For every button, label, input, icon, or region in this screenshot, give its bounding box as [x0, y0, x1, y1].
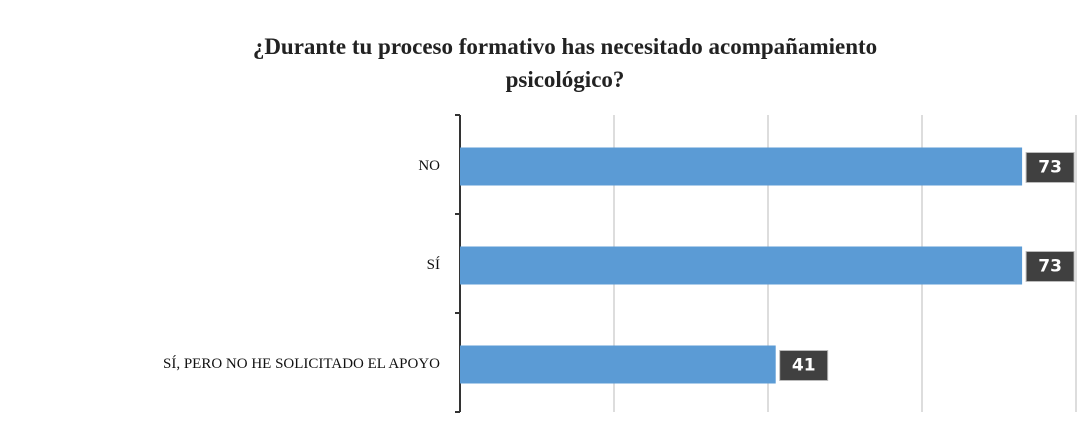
bar — [460, 147, 1023, 186]
y-tick-label: SÍ — [427, 256, 440, 273]
bar — [460, 246, 1023, 285]
value-label: 73 — [1038, 257, 1062, 277]
value-label-box — [1025, 152, 1075, 183]
y-tick-label: SÍ, PERO NO HE SOLICITADO EL APOYO — [163, 355, 440, 372]
value-label-box — [779, 350, 829, 381]
chart-title: ¿Durante tu proceso formativo has necesi… — [252, 34, 878, 92]
value-label-box — [1025, 251, 1075, 282]
value-label: 73 — [1038, 158, 1062, 178]
y-tick-label: NO — [418, 158, 440, 174]
bar — [460, 345, 776, 384]
value-label: 41 — [792, 356, 816, 376]
